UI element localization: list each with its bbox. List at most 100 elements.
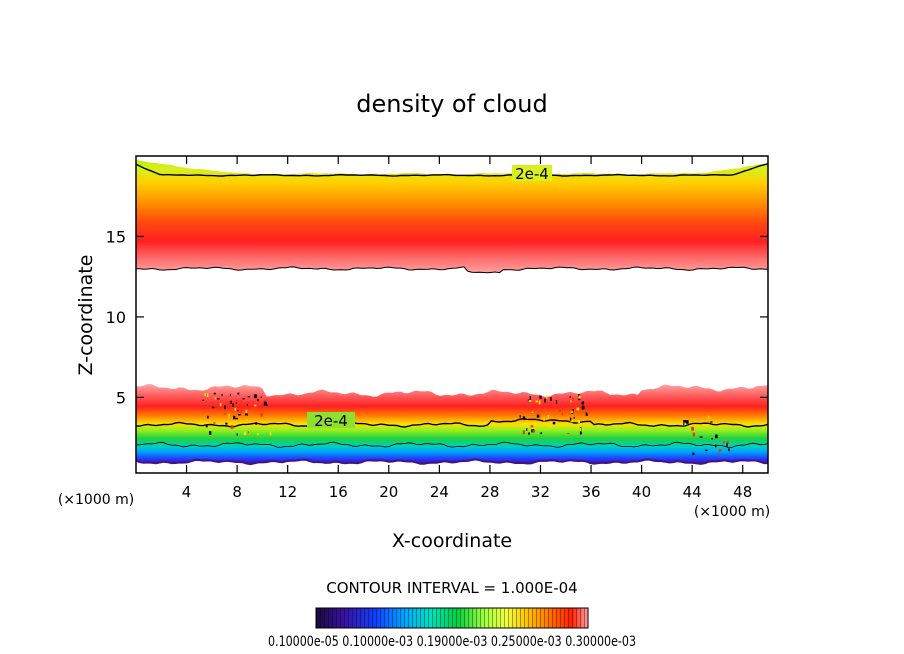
noise-speck (699, 436, 703, 438)
noise-speck (238, 414, 241, 416)
noise-speck (239, 410, 243, 414)
y-tick-label: 15 (106, 227, 126, 246)
noise-speck (547, 415, 550, 419)
noise-speck (233, 415, 236, 420)
noise-speck (263, 401, 267, 406)
lower-layer-base (136, 458, 768, 466)
upper-layer-edge (136, 266, 768, 274)
noise-speck (531, 411, 534, 413)
noise-speck (579, 427, 582, 432)
noise-speck (265, 402, 267, 406)
noise-speck (569, 417, 572, 421)
plot-frame (135, 155, 769, 474)
noise-speck (581, 405, 585, 410)
contour-label-upper: 2e-4 (515, 165, 549, 183)
colorbar (315, 607, 589, 629)
contour-line-lower (136, 418, 768, 428)
noise-speck (246, 419, 248, 422)
noise-speck (213, 422, 216, 424)
noise-speck (570, 400, 572, 403)
noise-speck (243, 431, 247, 436)
noise-speck (229, 400, 232, 404)
noise-speck (692, 452, 695, 456)
noise-speck (723, 441, 725, 444)
noise-speck (550, 397, 552, 401)
convective-noise (202, 392, 730, 456)
noise-speck (260, 413, 263, 417)
noise-speck (224, 413, 227, 415)
contour-line-upper (136, 163, 768, 177)
x-tick-label: 28 (480, 483, 499, 501)
noise-speck (549, 424, 552, 428)
noise-speck (204, 393, 206, 397)
noise-speck (240, 400, 242, 404)
noise-speck (726, 443, 728, 447)
noise-speck (569, 396, 571, 398)
noise-speck (229, 394, 231, 397)
noise-speck (245, 413, 248, 416)
contour-label-bg-upper (512, 165, 552, 181)
noise-speck (538, 400, 541, 405)
noise-speck (570, 411, 574, 413)
noise-speck (263, 399, 267, 404)
y-axis-label: Z-coordinate (75, 255, 97, 376)
colorbar-labels: 0.10000e-05 0.10000e-03 0.19000e-03 0.25… (268, 634, 636, 650)
contour-line-lower-inner (136, 441, 768, 448)
noise-speck (224, 405, 226, 410)
noise-speck (213, 392, 216, 395)
noise-speck (532, 430, 536, 433)
x-tick-label: 16 (329, 483, 348, 501)
noise-speck (705, 449, 708, 452)
y-tick-label: 5 (116, 388, 126, 407)
noise-speck (726, 441, 729, 444)
noise-speck (228, 413, 230, 418)
noise-speck (528, 399, 532, 402)
noise-speck (555, 400, 558, 405)
noise-speck (254, 404, 257, 407)
y-axis: 5 10 15 (106, 227, 768, 407)
noise-speck (257, 398, 259, 402)
noise-speck (587, 414, 588, 416)
noise-speck (242, 398, 245, 400)
noise-speck (585, 412, 588, 416)
noise-speck (236, 433, 238, 436)
noise-speck (552, 421, 556, 425)
noise-speck (246, 403, 248, 406)
x-tick-label: 40 (632, 483, 651, 501)
noise-speck (526, 428, 528, 431)
noise-speck (211, 406, 215, 409)
noise-speck (219, 403, 222, 407)
noise-speck (711, 438, 714, 440)
x-tick-label: 24 (430, 483, 449, 501)
noise-speck (235, 402, 238, 404)
noise-speck (578, 398, 581, 401)
noise-speck (570, 419, 573, 423)
colorbar-stripes (316, 608, 588, 628)
noise-speck (572, 409, 574, 413)
x-unit-label-left: (×1000 m) (58, 492, 134, 508)
noise-speck (237, 392, 240, 395)
noise-speck (683, 420, 686, 423)
noise-speck (707, 415, 710, 419)
noise-speck (715, 434, 718, 439)
noise-speck (221, 394, 223, 396)
noise-speck (255, 422, 258, 425)
noise-speck (683, 422, 685, 425)
noise-speck (205, 424, 208, 428)
noise-speck (528, 432, 530, 435)
noise-speck (715, 444, 717, 448)
noise-speck (718, 452, 720, 455)
noise-speck (691, 426, 694, 431)
noise-speck (528, 408, 531, 411)
noise-speck (209, 431, 212, 435)
noise-speck (573, 417, 575, 419)
noise-speck (235, 417, 238, 420)
x-tick-label: 44 (683, 483, 702, 501)
noise-speck (728, 448, 730, 452)
noise-speck (235, 399, 238, 402)
noise-speck (253, 394, 257, 399)
noise-speck (229, 400, 231, 404)
noise-speck (543, 417, 545, 421)
noise-speck (234, 407, 237, 411)
x-axis-label: X-coordinate (392, 530, 512, 552)
